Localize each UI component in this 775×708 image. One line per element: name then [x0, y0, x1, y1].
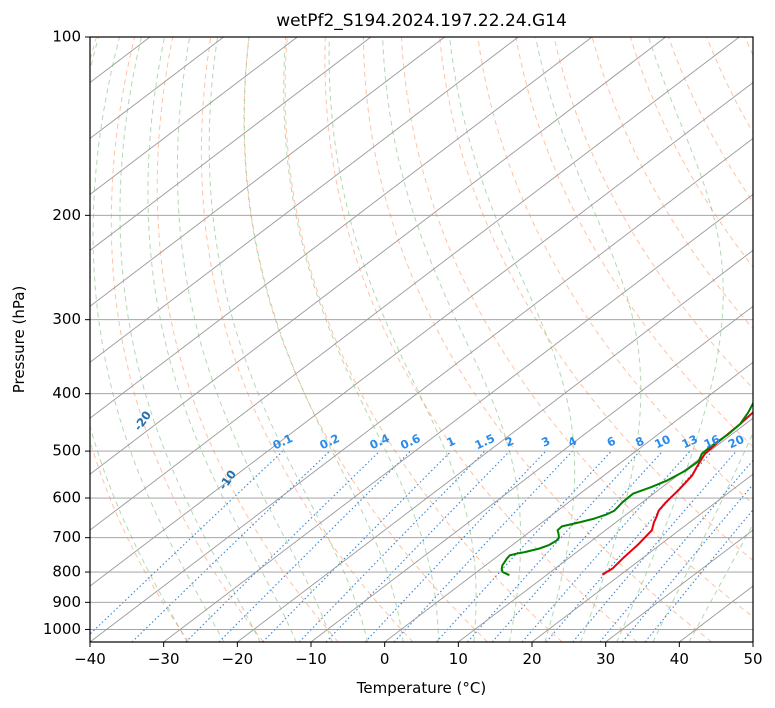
dry-adiabat: [477, 37, 753, 505]
isotherm: [90, 37, 224, 140]
mixing-ratio-label: 16: [702, 432, 722, 451]
dry-adiabat: [324, 37, 638, 642]
axes: −40 −30 −20 −10 0 10 20 30 40 50 100 200 300 400 500 60…: [43, 28, 763, 669]
isotherm: [458, 417, 753, 642]
y-tick-label: 500: [52, 442, 81, 460]
mixing-ratio-line: [435, 450, 612, 642]
isotherm: [310, 305, 753, 642]
dry-adiabat: [515, 37, 753, 448]
moist-adiabat: [147, 37, 297, 642]
x-tick-label: 20: [522, 650, 541, 668]
plot-area: -100-90-80-70-60-50-40-30-20-100.10.20.4…: [90, 37, 771, 642]
x-axis-label: Temperature (°C): [356, 679, 486, 697]
dewpoint-profile: [500, 401, 753, 577]
isotherm: [90, 37, 519, 363]
dry-adiabat: [362, 37, 713, 642]
dry-adiabat: [156, 37, 339, 642]
mixing-ratio-label: 10: [652, 432, 672, 451]
x-tick-label: −10: [295, 650, 327, 668]
chart-title: wetPf2_S194.2024.197.22.24.G14: [276, 11, 567, 31]
mixing-ratio-line: [621, 483, 753, 642]
plot-frame: [89, 36, 754, 643]
x-tick-label: 50: [743, 650, 762, 668]
moist-adiabat: [208, 37, 369, 642]
y-tick-label: 1000: [43, 620, 81, 638]
mixing-ratio-line: [262, 450, 452, 642]
x-tick-label: −20: [222, 650, 254, 668]
grid-lines: [90, 37, 753, 642]
x-tick-label: 10: [449, 650, 468, 668]
isotherm: [90, 37, 445, 307]
moist-adiabat: [328, 37, 477, 642]
isotherm: [237, 249, 753, 642]
dry-adiabat: [629, 37, 753, 268]
moist-adiabat: [119, 37, 261, 642]
mixing-ratio-line: [364, 450, 547, 642]
x-tick-label: 40: [670, 650, 689, 668]
series-lines: [500, 401, 753, 577]
y-tick-label: 600: [52, 489, 81, 507]
mixing-ratio-line: [467, 450, 641, 642]
dry-adiabat: [284, 37, 563, 642]
isotherm: [605, 529, 753, 642]
dry-adiabat: [90, 37, 190, 642]
mixing-ratio-line: [90, 450, 284, 635]
moist-adiabat: [176, 37, 333, 642]
mixing-ratio-line: [599, 459, 753, 642]
moist-adiabat: [616, 37, 724, 642]
x-tick-label: −30: [148, 650, 180, 668]
dry-adiabat: [439, 37, 753, 562]
y-tick-label: 700: [52, 528, 81, 546]
x-tick-label: 0: [380, 650, 390, 668]
dry-adiabat: [401, 37, 753, 618]
moist-adiabat: [652, 431, 753, 642]
mixing-ratio-line: [521, 450, 691, 642]
isotherm: [90, 137, 753, 642]
moist-adiabat: [382, 37, 522, 642]
background-lines: [90, 37, 753, 642]
isotherm: [90, 37, 372, 251]
mixing-ratio-line: [218, 450, 411, 642]
moist-adiabat: [243, 37, 404, 642]
mixing-ratio-label: 25: [751, 432, 771, 451]
mixing-ratio-label: 13: [680, 432, 700, 451]
x-tick-label: −40: [74, 650, 106, 668]
dry-adiabat: [243, 37, 488, 642]
isotherm: [90, 37, 593, 419]
y-tick-label: 900: [52, 593, 81, 611]
mixing-ratio-line: [325, 450, 511, 642]
isotherm: [90, 37, 740, 531]
isotherm: [384, 361, 753, 642]
y-tick-label: 400: [52, 384, 81, 402]
moist-adiabat: [283, 37, 439, 642]
isotherm: [90, 81, 753, 587]
moist-adiabat: [92, 37, 225, 642]
isotherm: [163, 193, 753, 642]
mixing-ratio-line: [185, 450, 381, 642]
y-tick-label: 800: [52, 563, 81, 581]
dry-adiabat: [668, 37, 753, 203]
y-tick-label: 200: [52, 206, 81, 224]
moist-adiabat: [449, 37, 576, 642]
isotherm: [531, 473, 753, 642]
y-tick-label: 100: [52, 28, 81, 46]
dry-adiabat: [110, 37, 264, 642]
dry-adiabat: [553, 37, 753, 390]
x-tick-label: 30: [596, 650, 615, 668]
isotherm: [90, 37, 298, 195]
y-tick-label: 300: [52, 310, 81, 328]
mixing-ratio-line: [298, 450, 486, 642]
y-axis-label: Pressure (hPa): [10, 286, 28, 394]
temperature-profile: [601, 411, 753, 576]
mixing-ratio-label: 20: [726, 432, 746, 451]
isotherm: [90, 37, 666, 475]
